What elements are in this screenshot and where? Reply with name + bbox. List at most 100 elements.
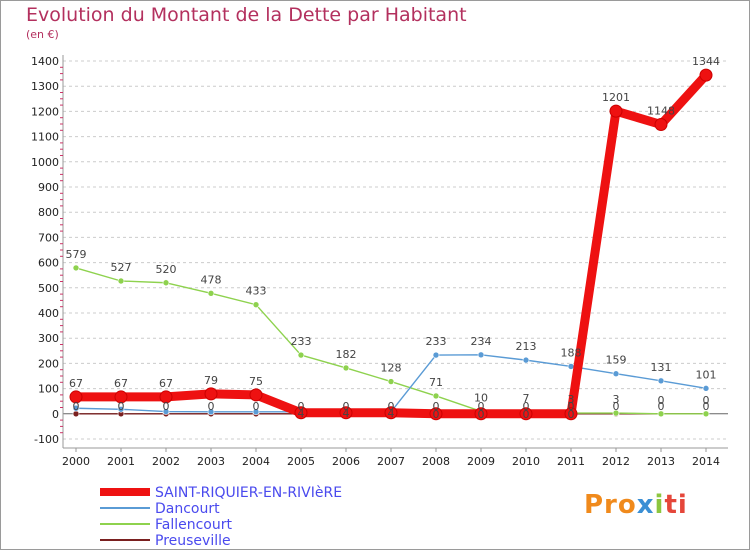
data-label: 4 [388,407,395,420]
data-label: 433 [246,285,267,298]
data-label: 0 [523,408,530,421]
x-tick-label: 2002 [152,455,180,468]
data-point [609,104,623,118]
data-point [72,264,80,272]
legend: SAINT-RIQUIER-EN-RIVIèREDancourtFallenco… [100,485,342,549]
data-label: 7 [523,392,530,405]
legend-label: SAINT-RIQUIER-EN-RIVIèRE [155,485,342,501]
data-label: 10 [474,391,488,404]
data-point [474,407,488,421]
data-label: 67 [69,377,83,390]
data-label: 0 [478,408,485,421]
data-point [477,351,485,359]
data-point [654,118,668,132]
data-label: 4 [343,407,350,420]
data-point [564,407,578,421]
data-label: 67 [114,377,128,390]
y-tick-label: 900 [38,181,59,194]
data-point [252,408,260,416]
data-point [432,392,440,400]
data-label: 478 [201,273,222,286]
data-label: 1148 [647,105,675,118]
logo-part-2: x [636,490,655,520]
data-point [252,301,260,308]
data-label: 0 [658,394,665,407]
data-point [159,390,173,404]
y-tick-label: 0 [52,408,59,421]
data-label: 0 [703,400,710,413]
y-tick-label: 1200 [31,105,59,118]
data-label: 182 [336,348,357,361]
data-label: 0 [343,400,350,413]
x-tick-label: 2011 [557,455,585,468]
logo-part-3: i [654,490,665,520]
data-label: 1344 [692,55,720,68]
data-label: 101 [696,368,717,381]
legend-label: Dancourt [155,501,220,517]
data-point [162,279,170,287]
proxiti-logo: Proxiti [584,490,688,520]
y-tick-label: 500 [38,282,59,295]
x-axis-ticks: 2000 2001 2002 2003 2004 2005 2006 2007 2008 2009… [62,448,720,468]
data-label: 0 [703,394,710,407]
data-point [342,364,350,372]
x-tick-label: 2014 [692,455,720,468]
data-label: 0 [568,408,575,421]
data-label: 188 [561,346,582,359]
data-label: 0 [388,400,395,413]
data-point [432,351,440,359]
x-tick-label: 2004 [242,455,270,468]
data-point [69,390,83,404]
data-label: 79 [204,374,218,387]
data-label: 67 [159,377,173,390]
chart-subtitle: (en €) [26,28,59,41]
data-point [204,387,218,401]
data-label: 0 [163,400,170,413]
data-point [387,378,395,385]
data-label: 128 [381,362,402,375]
data-label: 131 [651,361,672,374]
legend-label: Preuseville [155,533,231,549]
data-label: 0 [478,400,485,413]
x-tick-label: 2012 [602,455,630,468]
data-point [294,406,308,420]
data-point [612,370,620,378]
data-label: 3 [568,393,575,406]
y-tick-label: -100 [34,433,59,446]
grid-lines [63,60,728,440]
data-label: 0 [523,400,530,413]
data-label: 0 [433,400,440,413]
data-label: 520 [156,263,177,276]
data-point [657,410,665,418]
x-tick-label: 2005 [287,455,315,468]
data-point [72,404,80,412]
x-tick-label: 2010 [512,455,540,468]
data-label: 527 [111,261,132,274]
data-label: 0 [433,408,440,421]
chart-title: Evolution du Montant de la Dette par Hab… [26,4,467,26]
data-label: 0 [208,400,215,413]
x-tick-label: 2013 [647,455,675,468]
x-tick-label: 2000 [62,455,90,468]
data-label: 233 [426,335,447,348]
data-point [429,407,443,421]
data-point [162,408,170,415]
x-tick-label: 2003 [197,455,225,468]
x-tick-label: 2001 [107,455,135,468]
y-tick-label: 1100 [31,131,59,144]
data-point [339,406,353,420]
data-label: 233 [291,335,312,348]
y-tick-label: 1400 [31,55,59,68]
data-label: 0 [658,400,665,413]
x-tick-label: 2006 [332,455,360,468]
data-label: 71 [429,376,443,389]
series-lines [69,68,713,421]
data-label: 0 [253,400,260,413]
data-label: 0 [73,400,80,413]
logo-part-4: ti [664,490,688,520]
y-tick-label: 700 [38,231,59,244]
data-label: 0 [568,400,575,413]
data-point [567,363,575,370]
